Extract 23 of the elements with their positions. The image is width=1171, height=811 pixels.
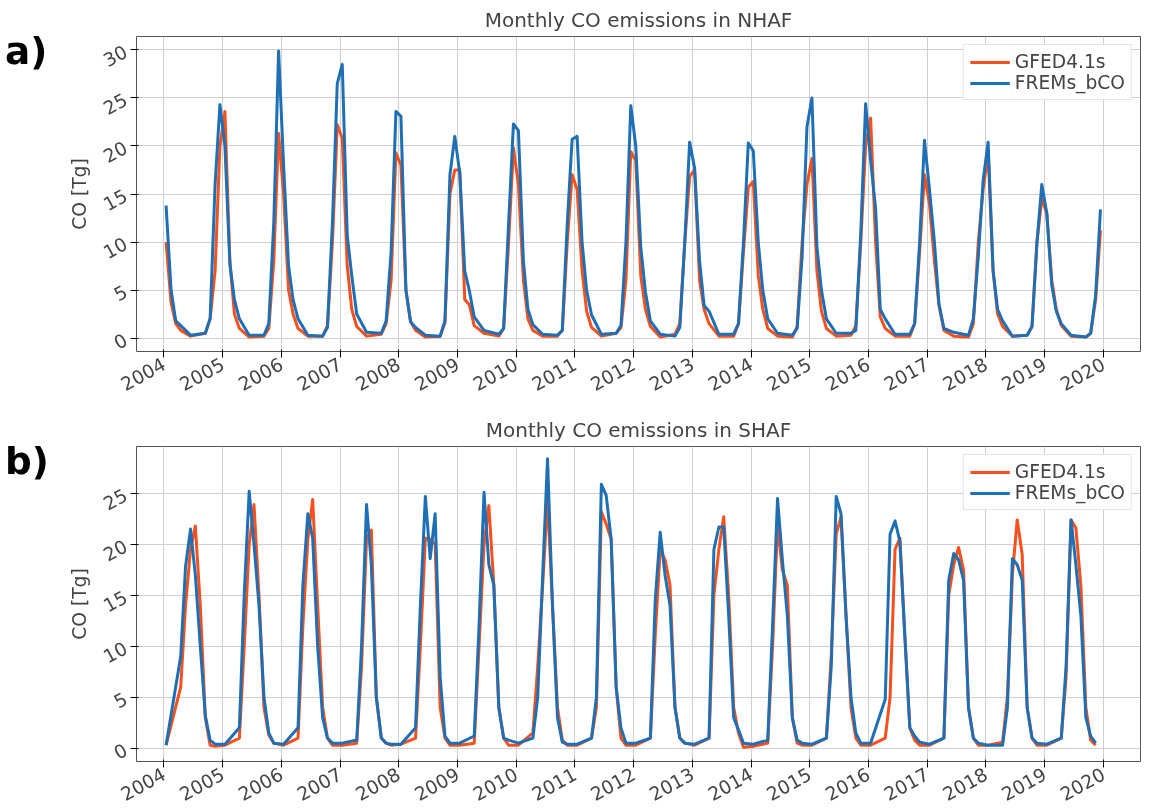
legend-label: FREMs_bCO bbox=[1014, 482, 1125, 503]
y-tick-label: 15 bbox=[99, 185, 131, 216]
y-tick-label: 0 bbox=[110, 329, 131, 354]
chart-title: Monthly CO emissions in NHAF bbox=[484, 7, 793, 32]
y-tick-label: 10 bbox=[99, 233, 131, 264]
legend-label: GFED4.1s bbox=[1014, 51, 1106, 72]
y-tick-label: 10 bbox=[99, 637, 131, 668]
y-axis-title: CO [Tg] bbox=[68, 568, 90, 640]
y-tick-label: 5 bbox=[110, 281, 131, 306]
y-tick-label: 5 bbox=[110, 688, 131, 713]
chart-title: Monthly CO emissions in SHAF bbox=[485, 417, 792, 442]
text: b) bbox=[5, 438, 49, 485]
y-tick-label: 20 bbox=[99, 137, 131, 168]
y-tick-label: 0 bbox=[110, 739, 131, 764]
y-tick-label: 15 bbox=[99, 586, 131, 617]
legend-label: FREMs_bCO bbox=[1014, 72, 1125, 93]
text: a) bbox=[5, 28, 48, 75]
legend-label: GFED4.1s bbox=[1014, 461, 1106, 482]
y-tick-label: 30 bbox=[99, 41, 131, 71]
y-tick-label: 20 bbox=[99, 535, 131, 566]
y-tick-label: 25 bbox=[99, 89, 131, 119]
y-axis-title: CO [Tg] bbox=[68, 158, 90, 230]
y-tick-label: 25 bbox=[99, 484, 131, 515]
